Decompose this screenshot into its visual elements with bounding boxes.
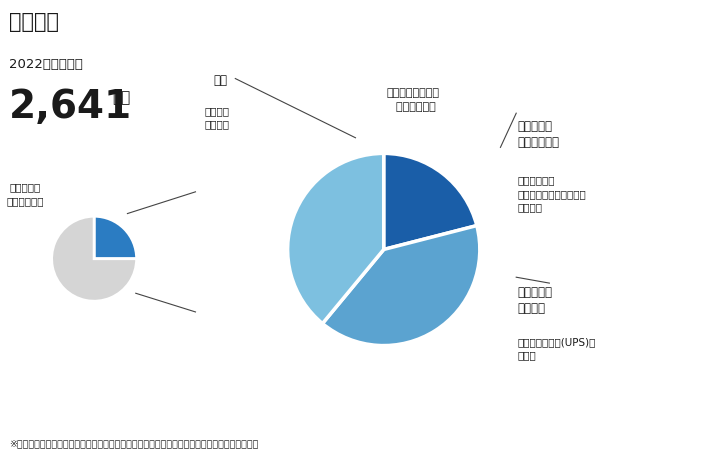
Wedge shape [287,153,384,323]
Wedge shape [384,153,477,249]
Text: 受配電・
制御機器: 受配電・ 制御機器 [204,106,230,129]
Text: 25%: 25% [90,249,127,264]
Text: 億円: 億円 [112,90,130,105]
Text: 施設・電源
システム: 施設・電源 システム [518,286,552,316]
Text: ※売上構成比はセグメント間の内部取引等を消去・調整する前の金額に基づき算出しています。: ※売上構成比はセグメント間の内部取引等を消去・調整する前の金額に基づき算出してい… [9,439,258,448]
Text: 基本情報: 基本情報 [9,12,59,31]
Wedge shape [322,225,480,346]
Text: サブセグメント別
  売上高構成比: サブセグメント別 売上高構成比 [386,88,439,112]
Text: 受変電設備、
エネルギーマネジメント
システム: 受変電設備、 エネルギーマネジメント システム [518,176,586,212]
Text: 40%: 40% [410,288,459,308]
Text: セグメント
売上高構成比: セグメント 売上高構成比 [7,182,44,206]
Text: 器具: 器具 [214,74,227,87]
Text: 39%: 39% [268,228,319,248]
Text: 2022年度売上高: 2022年度売上高 [9,58,83,71]
Wedge shape [51,216,137,301]
Text: 無停電電源装置(UPS)、
電機盤: 無停電電源装置(UPS)、 電機盤 [518,337,596,360]
Wedge shape [94,216,137,259]
Text: 21%: 21% [413,186,463,207]
Text: 2,641: 2,641 [9,88,132,126]
Text: エネルギー
マネジメント: エネルギー マネジメント [518,120,560,149]
